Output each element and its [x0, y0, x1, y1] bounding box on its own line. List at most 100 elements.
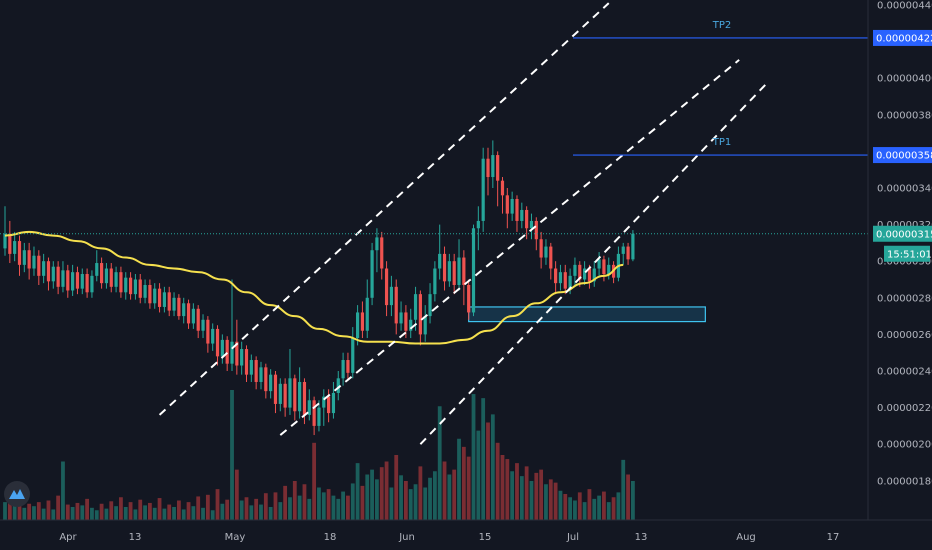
price-tick-label: 0.00000340 — [877, 184, 932, 195]
candle-body — [433, 268, 437, 295]
candle-body — [438, 253, 442, 269]
volume-bar — [616, 492, 621, 520]
time-tick-label: 15 — [479, 532, 492, 543]
volume-bar — [384, 461, 389, 520]
volume-bar — [230, 390, 234, 520]
volume-layer — [3, 390, 635, 520]
candle-body — [341, 360, 345, 379]
candle-body — [3, 233, 7, 249]
volume-bar — [128, 502, 133, 520]
candle-body — [331, 392, 336, 414]
countdown-tag — [884, 245, 930, 262]
volume-bar — [249, 505, 254, 520]
candle-body — [167, 292, 171, 311]
candle-body — [138, 279, 142, 298]
candle-body — [583, 268, 587, 280]
candle-body — [500, 180, 505, 196]
price-tick-label: 0.00000260 — [877, 330, 932, 341]
candle-body — [375, 237, 379, 251]
volume-bar — [452, 469, 457, 520]
candle-body — [365, 297, 369, 331]
volume-bar — [346, 495, 350, 520]
volume-bar — [510, 471, 515, 520]
candle-body — [211, 328, 215, 344]
candle-body — [525, 209, 529, 229]
candle-body — [534, 220, 538, 240]
volume-bar — [75, 502, 80, 520]
channel-line[interactable] — [158, 2, 610, 416]
current-price-text: 0.00000315 — [876, 229, 932, 240]
volume-bar — [36, 502, 41, 520]
time-axis[interactable]: Apr 13 May 18 Jun 15 Jul 13 Aug 17 — [0, 519, 932, 543]
volume-bar — [104, 508, 109, 520]
time-tick-label: May — [225, 532, 246, 543]
candle-body — [471, 228, 476, 313]
candle-body — [283, 383, 287, 408]
volume-bar — [592, 498, 597, 520]
candle-body — [8, 233, 12, 254]
volume-bar — [611, 497, 616, 520]
volume-bar — [7, 497, 12, 520]
candle-body — [162, 292, 166, 307]
volume-bar — [273, 492, 278, 520]
tradingview-logo[interactable] — [4, 481, 30, 507]
candle-body — [259, 367, 263, 382]
volume-bar — [573, 500, 577, 520]
volume-bar — [80, 505, 85, 520]
volume-bar — [162, 508, 167, 520]
candle-body — [476, 220, 480, 229]
volume-bar — [534, 472, 539, 520]
volume-bar — [519, 476, 524, 520]
volume-bar — [379, 467, 384, 520]
volume-bar — [481, 398, 486, 520]
candle-body — [109, 268, 113, 287]
candle-body — [327, 396, 331, 414]
time-tick-label: 13 — [129, 532, 142, 543]
candle-body — [293, 378, 297, 412]
candle-body — [520, 209, 524, 221]
candle-body — [17, 241, 22, 265]
volume-bar — [268, 507, 273, 520]
volume-bar — [423, 487, 428, 520]
time-tick-label: Jun — [398, 532, 415, 543]
volume-bar — [148, 502, 152, 520]
volume-bar — [577, 492, 582, 520]
volume-bar — [263, 493, 268, 520]
volume-bar — [317, 487, 321, 520]
volume-bar — [85, 498, 90, 520]
candle-body — [220, 339, 224, 357]
countdown-text: 15:51:01 — [887, 249, 932, 260]
volume-bar — [114, 506, 118, 520]
candle-body — [322, 396, 326, 408]
price-tick-label: 0.00000200 — [877, 440, 932, 451]
candle-body — [462, 257, 466, 285]
candle-body — [549, 246, 553, 269]
volume-bar — [51, 509, 56, 520]
price-tick-label: 0.00000240 — [877, 367, 932, 378]
volume-bar — [515, 463, 519, 520]
volume-bar — [119, 497, 123, 520]
take-profit-label: TP2 — [712, 20, 732, 31]
candle-body — [119, 272, 123, 293]
candles-layer — [3, 140, 635, 436]
volume-bar — [326, 489, 331, 520]
volume-bar — [602, 491, 606, 520]
volume-bar — [133, 509, 138, 520]
candle-body — [607, 264, 611, 275]
candle-body — [486, 158, 490, 178]
candle-body — [404, 312, 408, 331]
volume-bar — [466, 456, 471, 520]
moving-average-line[interactable] — [4, 230, 624, 345]
candle-body — [80, 274, 84, 289]
volume-bar — [568, 497, 573, 520]
volume-bar — [389, 487, 394, 520]
volume-bar — [239, 500, 244, 520]
candle-body — [631, 233, 635, 260]
channel-line[interactable] — [279, 59, 740, 436]
candle-body — [264, 367, 268, 392]
candle-body — [56, 266, 60, 287]
volume-bar — [471, 394, 476, 520]
volume-bar — [176, 500, 181, 520]
